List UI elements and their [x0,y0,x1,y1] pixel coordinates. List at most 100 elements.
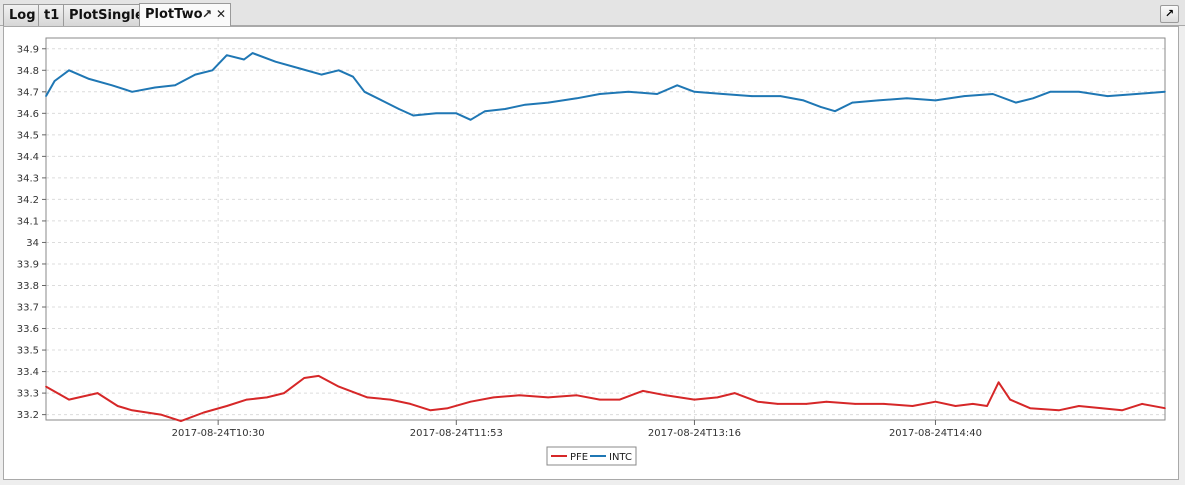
data-point-pfe [226,405,228,407]
data-point-intc [934,99,937,102]
data-point-pfe [997,381,1000,384]
popout-icon[interactable]: ↗ [202,7,213,21]
data-point-pfe [619,398,621,401]
data-point-pfe [180,420,182,422]
data-point-intc [834,110,836,112]
data-point-pfe [1009,398,1011,401]
y-tick-label: 34.9 [17,44,39,55]
data-point-pfe [246,398,248,401]
maximize-icon[interactable]: ↗ [1160,5,1179,23]
data-point-pfe [1141,403,1143,405]
data-point-intc [251,52,254,54]
data-point-pfe [547,396,549,399]
data-point-intc [154,86,156,89]
tab-plottwo-label: PlotTwo [145,7,203,22]
data-point-pfe [45,385,47,388]
data-point-intc [211,69,214,72]
data-point-intc [412,114,415,117]
data-point-intc [1135,93,1138,95]
y-tick-label: 34.2 [17,195,39,206]
data-point-pfe [116,405,119,407]
x-axis: 2017-08-24T10:30 2017-08-24T11:53 2017-08-… [172,420,982,439]
data-point-intc [1106,95,1109,97]
series-lines [45,52,1166,423]
y-tick-label: 34.1 [17,216,39,227]
data-point-pfe [337,385,340,388]
data-point-intc [320,73,323,76]
data-point-pfe [986,405,988,407]
y-tick-label: 34.7 [17,87,39,98]
data-point-intc [676,84,678,87]
y-tick-label: 33.6 [17,324,39,335]
y-tick-label: 33.3 [17,389,39,400]
tab-plotsingle-label: PlotSingle [69,8,144,23]
data-point-pfe [1121,409,1123,412]
data-point-intc [111,84,113,87]
data-point-intc [194,73,196,76]
data-point-intc [68,69,70,72]
data-point-intc [363,91,366,93]
data-point-pfe [665,394,667,397]
data-point-intc [174,84,176,87]
data-point-intc [656,93,658,95]
data-point-intc [627,91,630,93]
data-point-pfe [854,403,856,405]
data-point-pfe [283,392,285,394]
data-point-pfe [776,403,779,405]
y-tick-label: 34.6 [17,109,39,120]
data-point-pfe [825,400,828,403]
data-point-intc [877,99,879,102]
data-point-pfe [954,405,957,407]
legend-label-intc: INTC [609,452,632,463]
x-tick-label: 2017-08-24T13:16 [648,428,741,439]
data-point-pfe [131,409,133,412]
y-tick-label: 33.7 [17,303,39,314]
x-tick-label: 2017-08-24T14:40 [889,428,982,439]
close-icon[interactable]: ✕ [216,7,227,21]
data-point-intc [398,108,400,110]
tab-log-label: Log [9,8,36,23]
data-point-intc [722,93,724,95]
data-point-pfe [883,403,885,405]
x-tick-label: 2017-08-24T10:30 [172,428,265,439]
data-point-pfe [693,398,696,401]
data-point-pfe [934,400,937,403]
data-point-intc [380,99,383,102]
y-tick-label: 34.4 [17,152,39,163]
y-tick-label: 33.8 [17,281,39,292]
data-point-pfe [366,396,369,399]
data-point-pfe [756,400,759,403]
data-point-intc [802,99,805,102]
legend: PFE INTC [546,446,637,466]
data-point-pfe [518,394,521,397]
y-tick-label: 34.3 [17,173,39,184]
data-point-pfe [409,403,412,405]
data-point-pfe [492,396,495,399]
data-point-intc [1049,91,1051,93]
data-point-intc [963,95,965,97]
data-point-pfe [203,411,205,414]
data-point-intc [484,110,486,112]
data-point-pfe [68,398,70,401]
y-axis: 33.2 33.3 33.4 33.5 33.6 33.7 33.8 33.9 34 34.1 34… [17,44,46,421]
tab-t1-label: t1 [44,8,60,23]
data-point-pfe [469,400,472,403]
data-point-intc [352,75,354,78]
y-tick-label: 34 [26,238,39,249]
data-point-pfe [642,390,644,392]
data-point-pfe [1029,407,1031,410]
data-point-pfe [303,377,306,379]
data-point-intc [851,101,854,104]
tab-plottwo[interactable]: PlotTwo ↗ ✕ [139,3,231,26]
data-point-pfe [1058,409,1060,412]
y-tick-label: 33.2 [17,410,39,421]
y-tick-label: 34.8 [17,66,39,77]
data-point-pfe [429,409,432,412]
data-point-intc [1164,91,1166,93]
data-point-pfe [317,375,320,377]
data-point-pfe [805,403,808,405]
tab-plotsingle[interactable]: PlotSingle [63,4,144,26]
data-point-intc [455,112,458,115]
y-tick-label: 33.5 [17,346,39,357]
